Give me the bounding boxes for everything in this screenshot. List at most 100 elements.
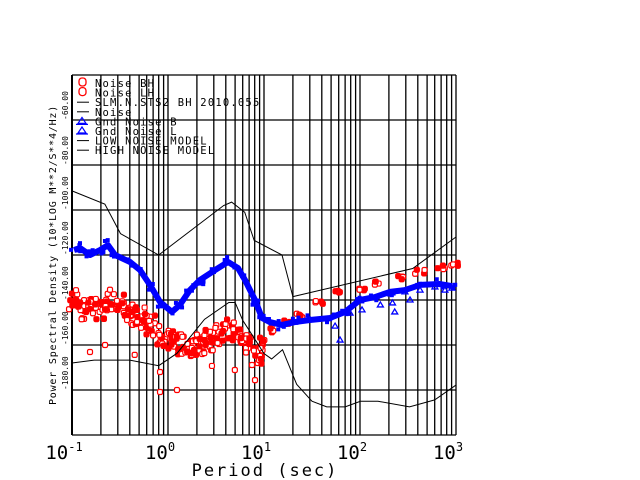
data-point-circle	[156, 331, 163, 338]
data-point-gnd-noise-b	[87, 249, 92, 254]
data-point-circle	[100, 315, 108, 322]
data-point-gnd-noise-b	[276, 327, 281, 332]
data-point-circle	[454, 262, 461, 269]
data-point-circle	[219, 337, 226, 344]
legend-label: Gnd Noise B	[95, 116, 178, 128]
data-point-gnd-noise-b	[111, 254, 116, 259]
data-point-circle	[434, 265, 441, 272]
data-point-gnd-noise-b	[104, 244, 109, 249]
x-tick-base: 10	[337, 442, 360, 464]
data-point-circle	[131, 351, 138, 358]
data-point-circle	[248, 361, 256, 369]
data-point-gnd-noise-b	[417, 281, 422, 286]
data-point-circle	[214, 339, 221, 347]
data-point-gnd-noise-b	[331, 312, 336, 317]
legend-triangle-icon	[76, 116, 88, 125]
data-point-circle	[234, 326, 242, 333]
data-point-gnd-noise-b	[290, 316, 295, 321]
data-point-circle	[257, 355, 265, 363]
data-point-gnd-noise-b	[198, 281, 203, 286]
data-point-gnd-noise-b	[325, 320, 330, 325]
y-tick-label: -100.00	[61, 176, 70, 210]
data-point-gnd-noise-b	[109, 253, 114, 258]
data-point-gnd-noise-b	[251, 299, 256, 304]
data-point-circle	[141, 311, 149, 318]
data-point-circle	[312, 297, 319, 305]
data-point-gnd-noise-b	[266, 317, 271, 322]
data-point-gnd-noise-b	[344, 312, 349, 317]
data-marks	[65, 190, 461, 408]
data-point-gnd-noise-b	[294, 320, 299, 325]
data-point-gnd-noise-b	[170, 311, 175, 316]
data-point-circle	[146, 317, 153, 324]
data-point-gnd-noise-b	[440, 285, 445, 290]
data-point-circle	[250, 347, 257, 354]
data-point-gnd-noise-b	[173, 300, 178, 305]
data-point-triangle	[330, 321, 340, 329]
y-tick-labels: -60.00 -80.00 -100.00 -120.00 -140.00 -160.00…	[61, 91, 70, 390]
data-point-circle	[202, 327, 209, 334]
data-point-circle	[86, 348, 94, 356]
data-point-gnd-noise-b	[328, 317, 333, 322]
data-point-gnd-noise-b	[110, 250, 115, 255]
data-point-triangle	[405, 295, 415, 303]
data-point-gnd-noise-b	[276, 319, 281, 324]
data-point-gnd-noise-b	[346, 311, 351, 316]
data-point-circle	[267, 325, 274, 332]
data-point-circle	[336, 289, 343, 296]
data-point-circle	[179, 333, 186, 340]
grid	[71, 74, 457, 436]
data-point-gnd-noise-b	[209, 267, 214, 272]
legend-label: Noise	[95, 107, 133, 119]
data-point-gnd-noise-b	[225, 255, 230, 260]
data-point-circle	[134, 313, 141, 321]
data-point-gnd-noise-b	[209, 270, 214, 275]
x-tick-exponent: 1	[264, 440, 271, 454]
data-point-gnd-noise-b	[242, 273, 247, 278]
data-point-circle	[119, 300, 126, 307]
data-point-triangle	[345, 308, 355, 316]
data-point-gnd-noise-b	[387, 292, 392, 297]
data-point-circle	[110, 291, 117, 298]
data-point-gnd-noise-b	[90, 248, 95, 253]
data-point-triangle	[357, 305, 367, 313]
data-point-circle	[201, 350, 208, 357]
data-point-gnd-noise-b	[250, 302, 255, 307]
data-point-gnd-noise-b	[415, 283, 420, 288]
data-point-gnd-noise-b	[201, 279, 206, 284]
x-tick-label: 103	[433, 440, 463, 464]
x-tick-label: 10-1	[45, 440, 82, 464]
data-point-circle	[72, 287, 80, 294]
data-point-gnd-noise-b	[440, 282, 445, 287]
data-point-circle	[89, 310, 97, 317]
data-point-gnd-noise-b	[222, 258, 227, 263]
data-point-gnd-noise-b	[296, 315, 301, 320]
data-point-triangle	[390, 307, 399, 315]
data-point-circle	[230, 319, 237, 326]
data-point-circle	[361, 285, 368, 292]
data-point-circle	[85, 299, 92, 306]
legend-label: SLM.N.STS2 BH 2010.055	[95, 97, 260, 109]
y-tick-label: -60.00	[61, 91, 70, 120]
data-point-circle	[106, 286, 114, 293]
data-point-circle	[123, 316, 131, 324]
data-point-gnd-noise-b	[389, 293, 394, 298]
series-line-low-noise-model	[71, 301, 457, 408]
data-point-circle	[143, 331, 150, 338]
data-point-gnd-noise-b	[125, 257, 130, 262]
data-point-circle	[120, 291, 128, 298]
data-point-gnd-noise-b	[305, 313, 310, 318]
data-point-circle	[156, 368, 164, 376]
data-point-circle	[318, 298, 325, 305]
data-point-gnd-noise-b	[150, 282, 155, 287]
legend-label: Noise LH	[95, 88, 155, 100]
legend-circle-icon	[78, 86, 87, 97]
data-point-gnd-noise-b	[368, 293, 373, 298]
data-point-circle	[252, 352, 259, 359]
data-point-circle	[196, 343, 203, 350]
data-point-gnd-noise-b	[159, 304, 164, 309]
data-point-circle	[231, 366, 238, 374]
data-point-circle	[103, 306, 110, 313]
